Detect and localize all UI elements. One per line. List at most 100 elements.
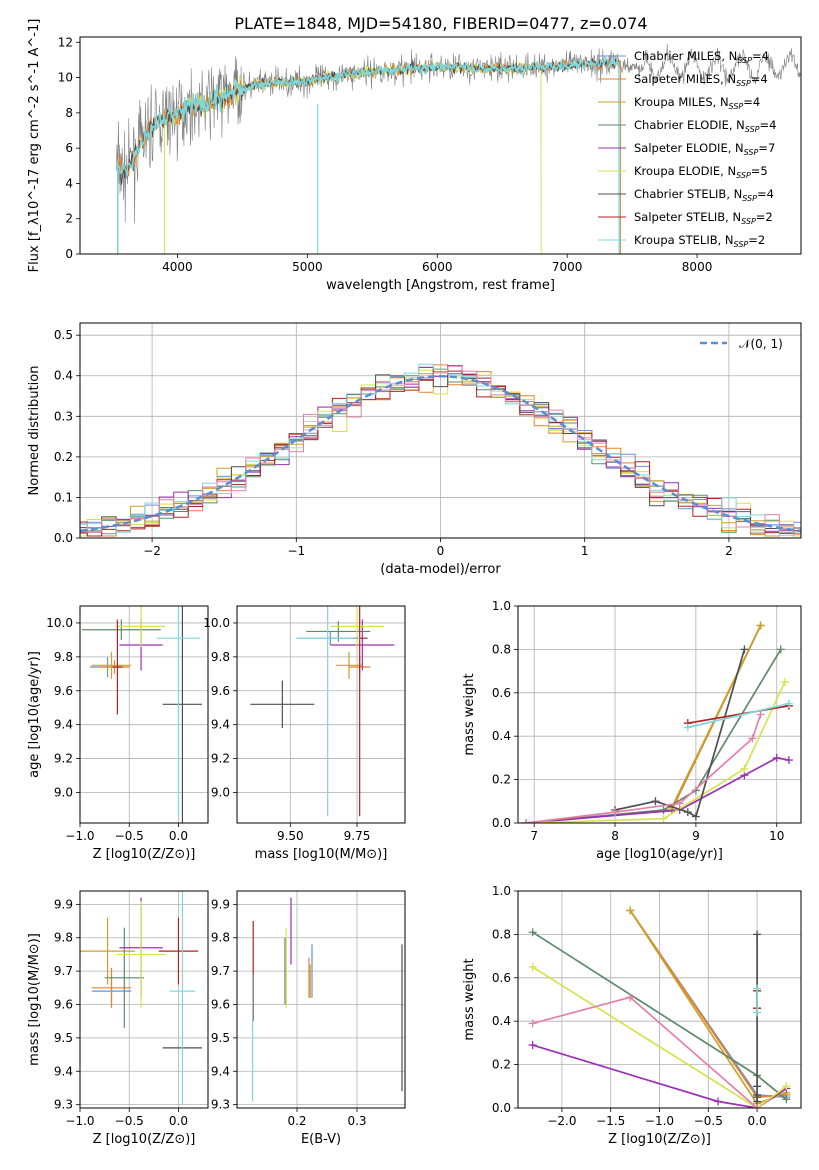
y-tick-label: 0.4 — [492, 729, 511, 743]
y-tick-label: 9.4 — [54, 1064, 73, 1078]
y-tick-label: 0.6 — [492, 971, 511, 985]
legend-text: Kroupa MILES, N — [634, 95, 729, 109]
y-tick-label: 0.2 — [492, 1058, 511, 1072]
y-tick-label: 0.8 — [492, 927, 511, 941]
series-marker — [782, 1095, 791, 1104]
legend-text: =2 — [756, 210, 773, 224]
y-tick-label: 1.0 — [492, 884, 511, 898]
x-tick-label: 0.3 — [347, 1114, 366, 1128]
x-tick-label: −2 — [143, 544, 161, 558]
y-tick-label: 2 — [65, 212, 73, 226]
legend-text: Chabrier ELODIE, N — [634, 118, 745, 132]
series-marker — [753, 1008, 762, 1017]
axes-frame — [517, 605, 802, 824]
x-axis-label: Z [log10(Z/Z⊙)] — [608, 1132, 711, 1147]
axes-frame — [517, 890, 802, 1109]
x-axis-label: mass [log10(M/M⊙)] — [255, 847, 388, 862]
series-marker — [528, 1019, 537, 1028]
model-spectrum-line — [117, 57, 621, 254]
legend-entry: 𝒩(0, 1) — [739, 337, 783, 351]
axes-mass_vs_ebv: 0.2 0.3 9.3 9.4 9.5 9.6 9.7 9.8 9.9 E(B-V) — [211, 890, 406, 1147]
y-tick-label: 8 — [65, 106, 73, 120]
series-line — [526, 681, 786, 823]
y-tick-label: 9.7 — [211, 964, 230, 978]
legend-text: Salpeter MILES, N — [634, 72, 736, 86]
y-tick-label: 0.8 — [492, 642, 511, 656]
y-tick-label: 9.4 — [211, 1064, 230, 1078]
y-axis-label: Normed distribution — [27, 366, 42, 496]
y-tick-label: 0.6 — [492, 686, 511, 700]
axes-frame — [79, 605, 209, 824]
series-marker — [626, 906, 635, 915]
x-tick-label: 9.50 — [277, 829, 304, 843]
axes-frame — [79, 322, 802, 539]
y-tick-label: 9.7 — [54, 964, 73, 978]
series-marker — [753, 1082, 762, 1091]
y-axis-label: Flux [f_λ10^-17 erg cm^-2 s^-1 A^-1] — [27, 19, 42, 273]
y-tick-label: 10.0 — [203, 616, 230, 630]
x-tick-label: 0.0 — [169, 829, 188, 843]
axes-frame — [236, 605, 406, 824]
legend-entry: Chabrier MILES, NSSP=4 — [634, 49, 769, 65]
x-axis-label: Z [log10(Z/Z⊙)] — [93, 1132, 196, 1147]
series-marker — [691, 812, 700, 821]
y-tick-label: 9.0 — [211, 785, 230, 799]
legend-text: Chabrier MILES, N — [634, 49, 737, 63]
series-line — [532, 966, 787, 1108]
histogram-step-line — [80, 365, 801, 537]
y-tick-label: 9.8 — [211, 931, 230, 945]
y-axis-label: age [log10(age/yr)] — [27, 651, 42, 778]
series-marker — [740, 645, 749, 654]
y-tick-label: 6 — [65, 141, 73, 155]
y-axis-label: mass [log10(M/M⊙)] — [27, 933, 42, 1066]
legend-subscript: SSP — [737, 56, 752, 65]
x-tick-label: 1 — [581, 544, 589, 558]
y-tick-label: 0 — [65, 247, 73, 261]
series-marker — [651, 797, 660, 806]
legend-entry: Kroupa MILES, NSSP=4 — [634, 95, 760, 111]
axes-weight_vs_age: 7 8 9 10 0.0 0.2 0.4 0.6 0.8 1.0 age [log10(age/yr… — [462, 599, 802, 862]
y-tick-label: 0.1 — [54, 490, 73, 504]
x-tick-label: 6000 — [422, 260, 453, 274]
y-axis-label: mass weight — [462, 958, 477, 1040]
legend-text: =4 — [760, 118, 777, 132]
x-axis-label: (data-model)/error — [380, 562, 501, 577]
legend-entry: Chabrier STELIB, NSSP=4 — [634, 187, 774, 203]
y-tick-label: 0.4 — [492, 1014, 511, 1028]
series-line — [532, 1044, 787, 1108]
series-marker — [753, 1104, 762, 1108]
y-tick-label: 0.0 — [492, 1101, 511, 1115]
legend-subscript: SSP — [742, 194, 757, 203]
y-tick-label: 9.4 — [211, 718, 230, 732]
y-tick-label: 9.6 — [211, 684, 230, 698]
series-marker — [611, 808, 620, 817]
figure-title: PLATE=1848, MJD=54180, FIBERID=0477, z=0… — [234, 14, 647, 33]
y-tick-label: 10 — [58, 71, 73, 85]
x-tick-label: −0.5 — [694, 1114, 723, 1128]
series-marker — [626, 993, 635, 1002]
legend-text: =2 — [748, 233, 765, 247]
series-line — [526, 757, 790, 823]
y-tick-label: 9.5 — [211, 1031, 230, 1045]
y-tick-label: 9.6 — [211, 998, 230, 1012]
legend-text: =4 — [743, 95, 760, 109]
y-tick-label: 0.4 — [54, 369, 73, 383]
x-tick-label: −1.0 — [65, 829, 94, 843]
x-tick-label: 9 — [692, 829, 700, 843]
x-tick-label: −1.0 — [645, 1114, 674, 1128]
series-marker — [756, 710, 765, 719]
y-tick-label: 0.5 — [54, 328, 73, 342]
y-tick-label: 9.6 — [54, 998, 73, 1012]
legend-entry: Salpeter STELIB, NSSP=2 — [634, 210, 773, 226]
series-line — [687, 702, 790, 729]
series-marker — [659, 805, 668, 814]
legend-entry: Kroupa ELODIE, NSSP=5 — [634, 164, 768, 180]
y-tick-label: 9.9 — [54, 897, 73, 911]
x-axis-label: Z [log10(Z/Z⊙)] — [93, 847, 196, 862]
y-tick-label: 9.5 — [54, 1031, 73, 1045]
legend-text: =4 — [752, 49, 769, 63]
series-marker — [753, 984, 762, 993]
histogram-step-line — [80, 369, 801, 537]
